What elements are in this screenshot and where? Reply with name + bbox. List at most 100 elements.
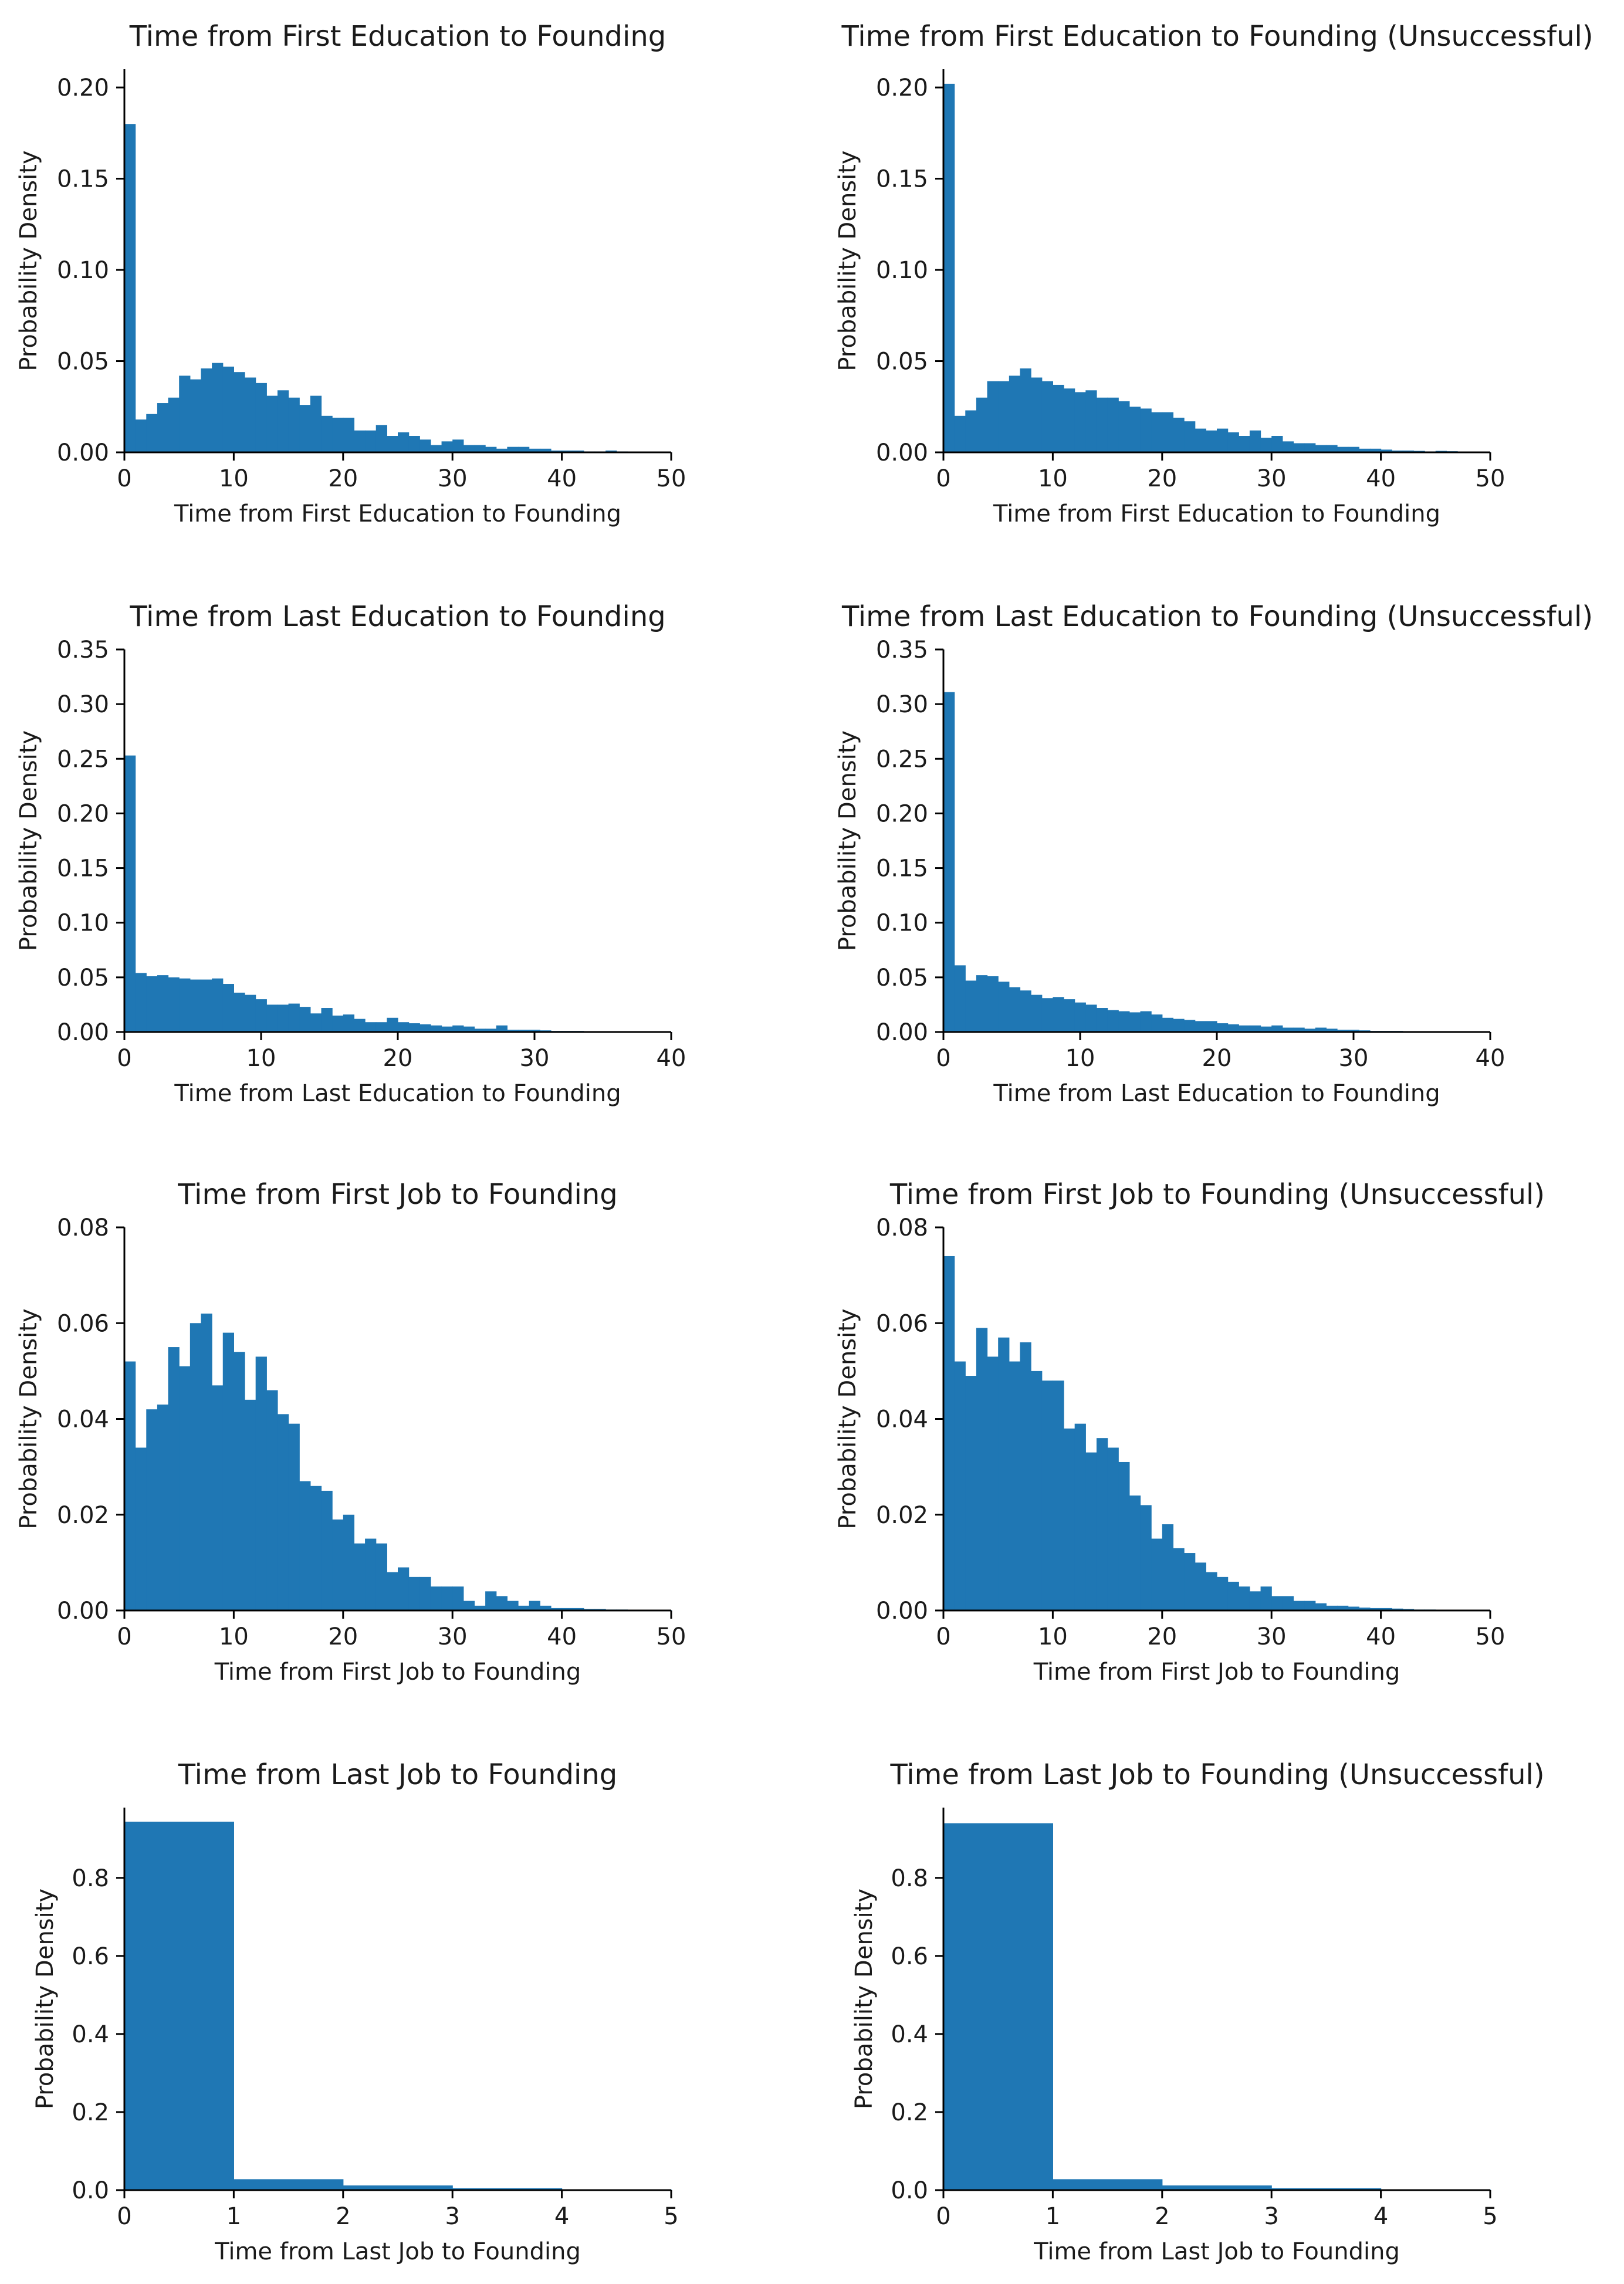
- histogram-bar: [1260, 438, 1272, 452]
- histogram-bar: [1195, 1562, 1206, 1611]
- histogram-bar: [452, 1586, 464, 1610]
- histogram-bar: [1129, 1012, 1141, 1032]
- x-axis-label: Time from Last Education to Founding: [993, 1080, 1440, 1107]
- histogram-bar: [1096, 1438, 1108, 1610]
- x-tick-label: 3: [445, 2203, 459, 2230]
- histogram-bar: [474, 1605, 486, 1610]
- x-axis-label: Time from Last Education to Founding: [174, 1080, 621, 1107]
- histogram-bar: [1359, 1608, 1371, 1610]
- x-tick-label: 30: [438, 465, 468, 492]
- histogram-bar: [507, 1030, 519, 1032]
- histogram-bar: [1239, 436, 1250, 452]
- x-tick-label: 0: [117, 1045, 131, 1072]
- histogram-bar: [976, 975, 988, 1032]
- histogram-bar: [157, 975, 169, 1032]
- histogram-bar: [222, 366, 234, 452]
- histogram-bar: [146, 1409, 158, 1610]
- histogram-bar: [1041, 1380, 1053, 1610]
- histogram-bar: [1009, 375, 1021, 452]
- histogram-bar: [1064, 1428, 1075, 1610]
- histogram-bar: [998, 381, 1010, 452]
- x-tick-label: 0: [117, 2203, 131, 2230]
- y-tick-label: 0.2: [72, 2099, 109, 2126]
- histogram-bar: [485, 1028, 497, 1032]
- histogram-bar: [1348, 1606, 1359, 1610]
- histogram-bar: [496, 1025, 508, 1032]
- histogram-bar: [201, 368, 212, 452]
- x-tick-label: 30: [520, 1045, 550, 1072]
- histogram-bar: [343, 1014, 355, 1032]
- y-tick-label: 0.00: [876, 1598, 928, 1625]
- y-tick-label: 0.6: [72, 1943, 109, 1970]
- x-tick-label: 5: [1483, 2203, 1497, 2230]
- histogram-bar: [365, 430, 377, 452]
- histogram-bar: [1195, 1021, 1206, 1032]
- x-tick-label: 10: [219, 1623, 249, 1650]
- histogram-bar: [146, 414, 158, 452]
- histogram-bar: [518, 1030, 530, 1032]
- histogram-bar: [1217, 1576, 1229, 1610]
- histogram-bar: [1140, 408, 1152, 452]
- y-tick-label: 0.00: [57, 1019, 109, 1046]
- x-tick-label: 3: [1264, 2203, 1278, 2230]
- histogram-bar: [1315, 1603, 1327, 1610]
- histogram-bar: [354, 430, 366, 452]
- y-tick-label: 0.05: [57, 348, 109, 375]
- x-tick-label: 20: [1147, 465, 1177, 492]
- x-tick-label: 50: [1476, 1623, 1505, 1650]
- histogram-bar: [1381, 449, 1392, 452]
- x-axis-label: Time from First Job to Founding: [214, 1659, 581, 1686]
- histogram-bar: [441, 1026, 453, 1032]
- histogram-bar: [1053, 384, 1064, 452]
- histogram-bar: [387, 1572, 398, 1610]
- histogram-bar: [146, 976, 158, 1032]
- histogram-bar: [375, 425, 387, 452]
- histogram-bar: [1020, 990, 1031, 1032]
- histogram-bar: [1129, 407, 1141, 452]
- y-tick-label: 0.15: [876, 166, 928, 193]
- histogram-bar: [1184, 1020, 1196, 1032]
- y-tick-label: 0.05: [876, 965, 928, 992]
- histogram-bar: [954, 965, 966, 1032]
- histogram-bar: [441, 441, 453, 452]
- histogram-bar: [1392, 1608, 1403, 1610]
- histogram-bar: [288, 397, 300, 452]
- x-tick-label: 0: [936, 465, 950, 492]
- histogram-bar: [1031, 377, 1043, 452]
- histogram-bar: [1315, 445, 1327, 452]
- histogram-bar: [1293, 1027, 1305, 1032]
- x-axis-label: Time from Last Job to Founding: [1033, 2238, 1400, 2265]
- histogram-bar: [1206, 430, 1217, 452]
- x-tick-label: 50: [1476, 465, 1505, 492]
- histogram-bar: [1162, 1524, 1174, 1610]
- histogram-bar: [1118, 1461, 1130, 1610]
- histogram-bar: [222, 1332, 234, 1610]
- histogram-bar: [419, 1024, 431, 1032]
- histogram-bar: [201, 979, 212, 1032]
- histogram-bar: [987, 381, 999, 452]
- histogram-bar: [1271, 1596, 1283, 1610]
- x-axis-label: Time from First Education to Founding: [993, 500, 1440, 527]
- x-tick-label: 40: [547, 465, 577, 492]
- y-tick-label: 0.15: [57, 166, 109, 193]
- histogram-bar: [179, 375, 191, 452]
- histogram-bar: [1271, 436, 1283, 452]
- histogram-bar: [135, 1447, 147, 1610]
- histogram-bar: [474, 1028, 486, 1032]
- histogram-bar: [1271, 2188, 1382, 2190]
- histogram-bar: [375, 1543, 387, 1610]
- histogram-bar: [310, 1013, 322, 1032]
- histogram-bar: [954, 415, 966, 452]
- chart-panel-5: 0 10 20 30 40 50 0.00 0.02 0.04 0.06 0.08 Time from…: [15, 1178, 686, 1686]
- histogram-bar: [266, 1390, 278, 1610]
- chart-title: Time from Last Job to Founding: [178, 1758, 617, 1791]
- chart-panel-8: 0 1 2 3 4 5 0.0 0.2 0.4 0.6 0.8 Time from Last Job …: [851, 1758, 1545, 2265]
- x-tick-label: 10: [1065, 1045, 1095, 1072]
- histogram-bar: [965, 410, 977, 452]
- y-axis-label: Probability Density: [834, 1308, 861, 1529]
- histogram-bar: [430, 1586, 442, 1610]
- histogram-bar: [452, 1025, 464, 1032]
- histogram-bar: [474, 445, 486, 452]
- histogram-bar: [190, 979, 202, 1032]
- histogram-bar: [430, 1025, 442, 1032]
